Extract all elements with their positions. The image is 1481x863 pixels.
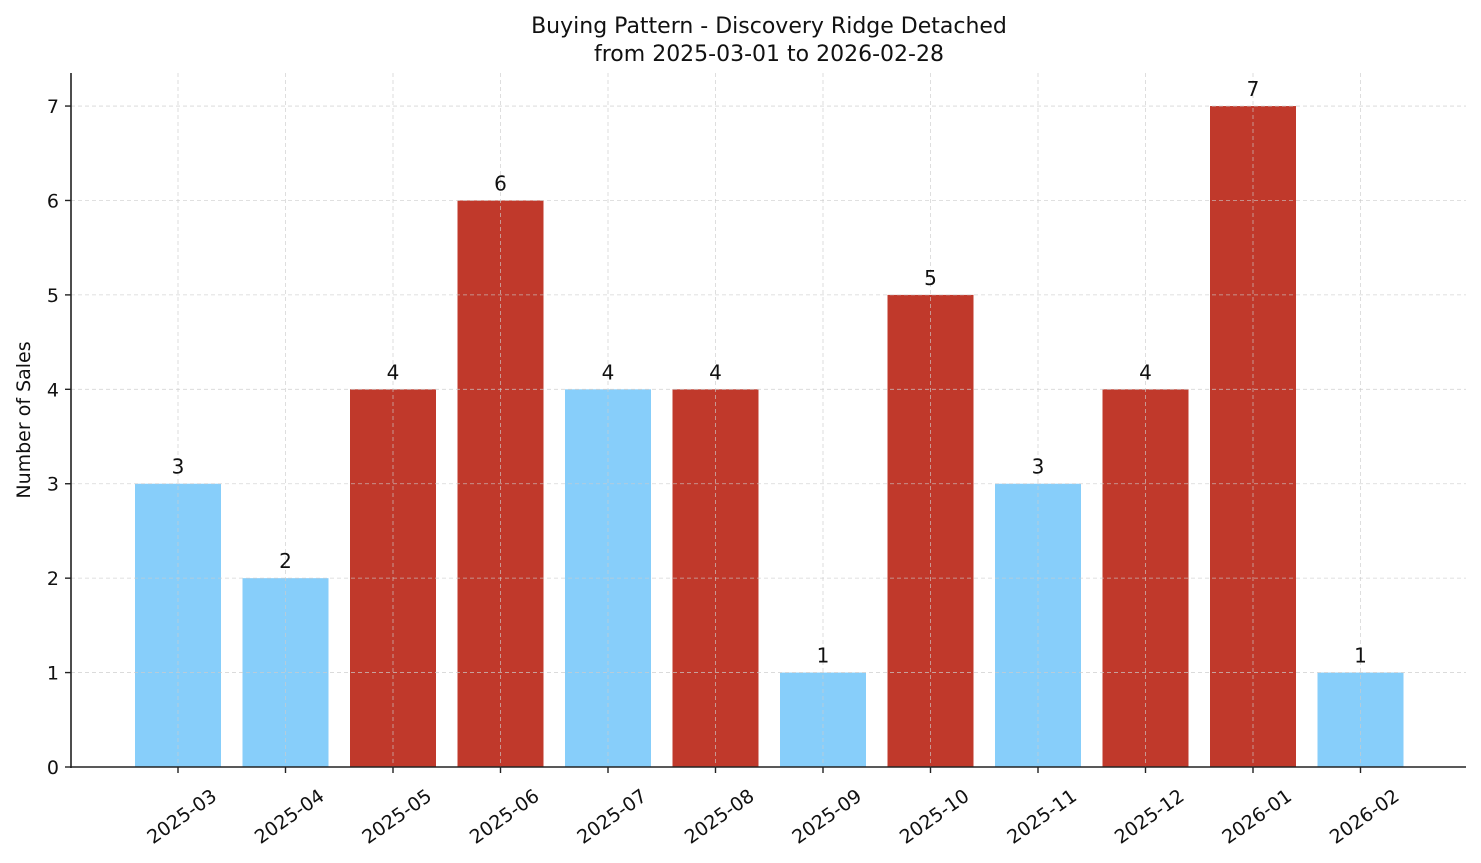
value-label: 5 [924,266,937,290]
x-tick-label: 2025-04 [251,785,329,849]
y-tick-label: 5 [47,285,59,307]
value-labels: 3 2 4 6 4 4 1 5 3 4 7 1 [172,77,1367,668]
value-label: 4 [602,360,615,384]
value-label: 3 [1032,455,1045,479]
x-tick-label: 2026-02 [1326,785,1404,849]
value-label: 6 [494,171,507,195]
axes [70,73,1466,768]
x-tick-label: 2025-03 [143,785,221,849]
y-tick-label: 6 [47,190,59,212]
x-tick-label: 2025-07 [573,785,651,849]
value-label: 2 [279,549,292,573]
y-tick-label: 3 [47,474,59,496]
bars-group [135,106,1404,768]
x-tick-label: 2025-09 [788,785,866,849]
x-tick-label: 2025-06 [466,785,544,849]
chart-title: Buying Pattern - Discovery Ridge Detache… [531,14,1007,39]
y-tick-label: 4 [47,379,59,401]
x-tick-label: 2025-08 [681,785,759,849]
x-ticks: 2025-03 2025-04 2025-05 2025-06 2025-07 2025-… [143,767,1403,849]
value-label: 1 [817,644,830,668]
gridlines [71,73,1466,767]
x-tick-label: 2025-05 [358,785,436,849]
y-axis-label: Number of Sales [13,341,35,498]
value-label: 4 [1139,360,1152,384]
value-label: 1 [1354,644,1367,668]
y-tick-label: 7 [47,96,59,118]
bar-2026-01 [1210,106,1296,768]
y-tick-label: 2 [47,568,59,590]
value-label: 3 [172,455,185,479]
value-label: 4 [709,360,722,384]
x-tick-label: 2025-12 [1111,785,1189,849]
y-tick-label: 1 [47,663,59,685]
value-label: 4 [387,360,400,384]
value-label: 7 [1247,77,1260,101]
x-tick-label: 2025-10 [896,785,974,849]
y-tick-label: 0 [47,757,59,779]
x-tick-label: 2026-01 [1218,785,1296,849]
y-ticks: 0 1 2 3 4 5 6 7 [47,96,71,779]
x-tick-label: 2025-11 [1003,785,1081,849]
chart-subtitle: from 2025-03-01 to 2026-02-28 [594,42,944,67]
